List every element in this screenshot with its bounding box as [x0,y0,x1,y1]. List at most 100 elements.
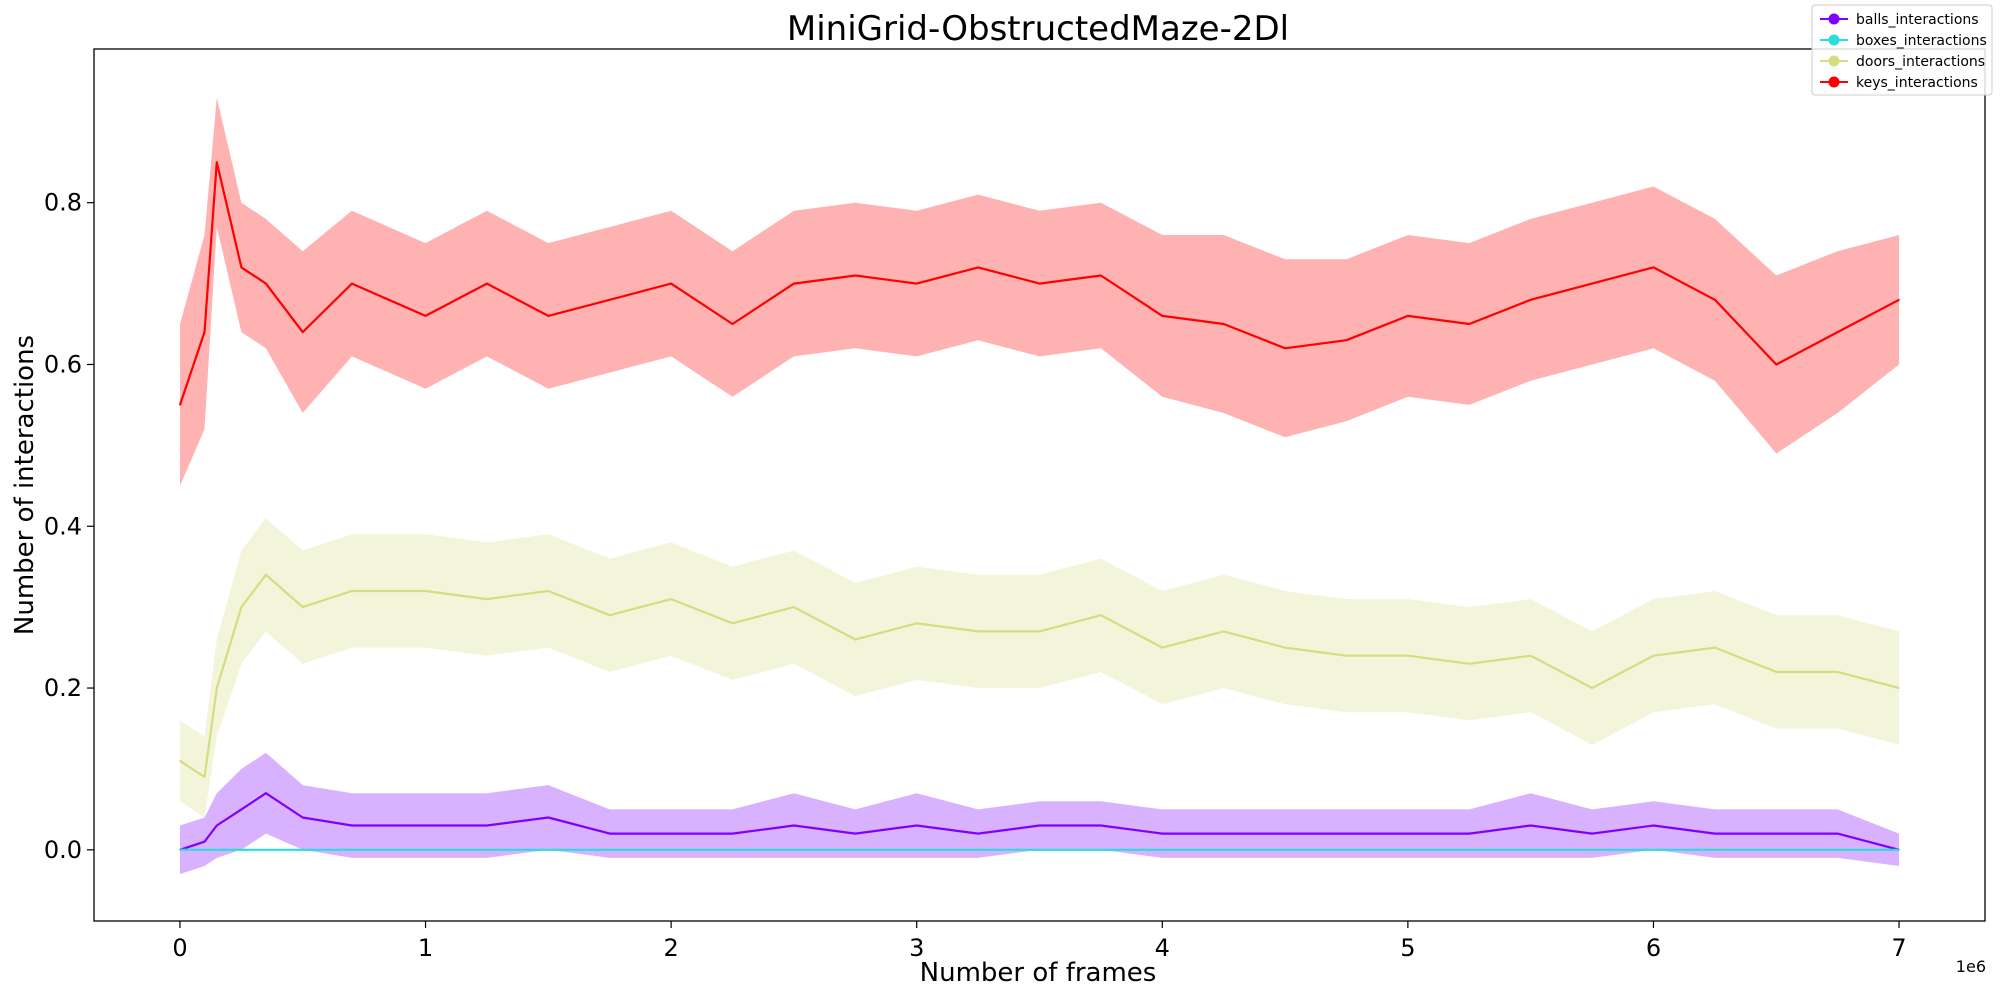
data-point-keys_interactions [216,161,218,163]
series-layer [178,97,1900,875]
data-point-keys_interactions [203,331,206,333]
data-point-balls_interactions [1591,832,1593,835]
data-point-keys_interactions [1898,299,1900,301]
x-tick-label: 5 [1400,934,1415,962]
data-point-balls_interactions [216,824,218,827]
data-point-boxes_interactions [1468,849,1471,851]
data-point-balls_interactions [977,832,979,835]
data-point-keys_interactions [1529,299,1532,301]
data-point-balls_interactions [265,792,267,794]
data-point-keys_interactions [1038,282,1041,285]
series-band-keys_interactions [180,97,1899,486]
data-point-boxes_interactions [1529,849,1532,851]
legend-marker-boxes_interactions [1828,34,1840,46]
chart-title: MiniGrid-ObstructedMaze-2Dl [787,9,1289,49]
data-point-balls_interactions [1652,824,1655,827]
data-point-boxes_interactions [1775,849,1778,851]
data-point-balls_interactions [731,832,734,835]
x-axis-title: Number of frames [920,958,1157,988]
data-point-doors_interactions [731,622,734,625]
data-point-balls_interactions [1345,832,1348,835]
data-point-keys_interactions [1468,323,1471,325]
data-point-keys_interactions [1836,331,1839,333]
data-point-boxes_interactions [179,849,181,851]
data-point-boxes_interactions [486,849,488,851]
x-tick-label: 7 [1891,934,1906,962]
data-point-boxes_interactions [1222,849,1225,851]
data-point-boxes_interactions [240,849,243,851]
data-point-keys_interactions [1284,347,1286,350]
data-point-keys_interactions [1775,363,1778,366]
data-point-keys_interactions [265,282,267,285]
data-point-balls_interactions [1222,832,1225,835]
legend-label-balls_interactions: balls_interactions [1856,12,1979,28]
data-point-doors_interactions [1898,687,1900,689]
data-point-boxes_interactions [1345,849,1348,851]
data-point-doors_interactions [179,760,181,762]
y-axis-title: Number of interactions [10,335,40,635]
data-point-balls_interactions [547,816,550,819]
x-tick-label: 4 [1155,934,1170,962]
data-point-keys_interactions [1407,315,1409,317]
data-point-doors_interactions [1345,654,1348,657]
data-point-doors_interactions [1407,654,1409,657]
data-point-boxes_interactions [608,849,611,851]
data-point-keys_interactions [1591,282,1593,285]
data-point-doors_interactions [1161,646,1164,649]
series-band-balls_interactions [180,752,1899,875]
data-point-boxes_interactions [1652,849,1655,851]
data-point-boxes_interactions [203,849,206,851]
legend-marker-balls_interactions [1828,13,1840,25]
data-point-keys_interactions [731,323,734,325]
data-point-balls_interactions [1100,824,1102,827]
data-point-balls_interactions [1714,832,1716,835]
data-point-boxes_interactions [1407,849,1409,851]
data-point-keys_interactions [240,266,243,269]
data-point-doors_interactions [424,590,427,592]
data-point-balls_interactions [670,832,672,835]
data-point-doors_interactions [1529,654,1532,657]
data-point-boxes_interactions [670,849,672,851]
data-point-balls_interactions [1407,832,1409,835]
data-point-doors_interactions [1468,663,1471,665]
data-point-balls_interactions [240,808,243,811]
data-point-doors_interactions [977,630,979,633]
data-point-doors_interactions [793,606,795,608]
data-point-balls_interactions [1161,832,1164,835]
data-point-boxes_interactions [265,849,267,851]
data-point-boxes_interactions [1836,849,1839,851]
y-tick-label: 0.0 [44,836,82,864]
data-point-keys_interactions [608,299,611,301]
x-axis: 0 1 2 3 4 5 6 7 [172,921,1907,962]
data-point-keys_interactions [486,282,488,285]
x-tick-label: 2 [663,934,678,962]
data-point-balls_interactions [1775,832,1778,835]
data-point-doors_interactions [1714,646,1716,649]
y-tick-label: 0.8 [44,189,82,217]
data-point-doors_interactions [301,606,304,608]
data-point-doors_interactions [1775,671,1778,673]
data-point-doors_interactions [1591,687,1593,689]
data-point-doors_interactions [915,622,918,625]
series-line-doors_interactions [179,573,1900,779]
data-point-balls_interactions [424,824,427,827]
data-point-keys_interactions [179,404,181,406]
data-point-balls_interactions [1468,832,1471,835]
data-point-keys_interactions [977,266,979,269]
data-point-balls_interactions [608,832,611,835]
data-point-doors_interactions [1836,671,1839,673]
x-tick-label: 6 [1646,934,1661,962]
data-point-doors_interactions [1100,614,1102,616]
data-point-keys_interactions [1222,323,1225,325]
data-point-keys_interactions [670,282,672,285]
data-point-boxes_interactions [977,849,979,851]
x-offset-text: 1e6 [1956,957,1986,976]
data-point-boxes_interactions [301,849,304,851]
y-tick-label: 0.6 [44,350,82,378]
series-band-doors_interactions [180,518,1899,818]
data-point-doors_interactions [240,606,243,608]
data-point-keys_interactions [547,315,550,317]
data-point-balls_interactions [854,832,857,835]
data-point-balls_interactions [1836,832,1839,835]
